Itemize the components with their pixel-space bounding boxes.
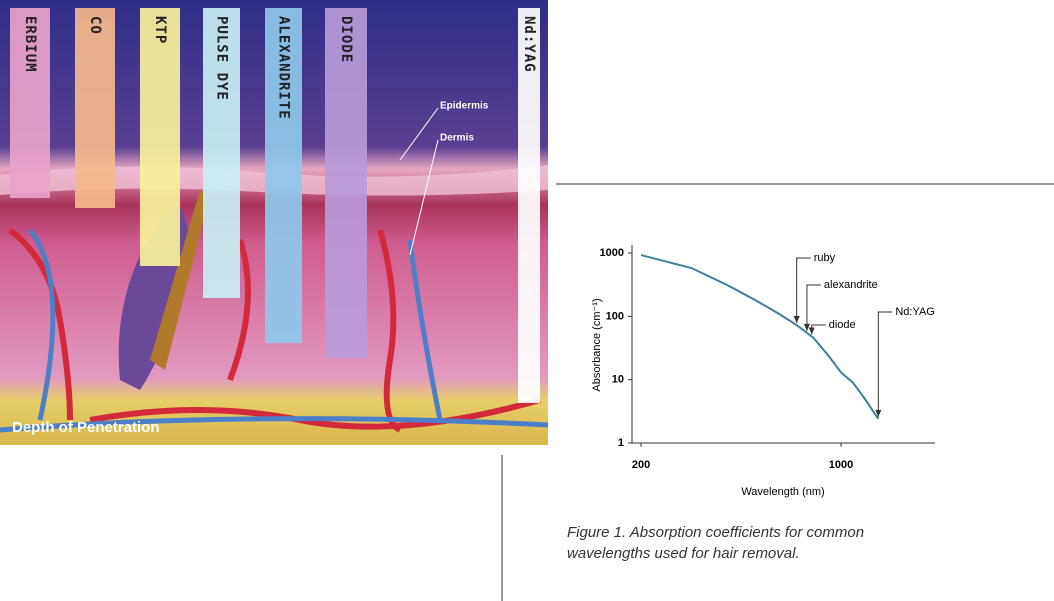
figure-caption: Figure 1. Absorption coefficients for co… xyxy=(567,524,864,541)
arrow-head xyxy=(803,323,810,331)
illustration-caption: Depth of Penetration xyxy=(12,419,160,436)
axis-line xyxy=(631,245,935,444)
annotation-label: ruby xyxy=(814,252,836,264)
y-axis-title: Absorbance (cm⁻¹) xyxy=(591,298,603,391)
figure-caption: wavelengths used for hair removal. xyxy=(567,545,800,562)
annotation-label: Nd:YAG xyxy=(895,306,935,318)
pointer-line xyxy=(399,107,439,161)
y-tick-label: 10 xyxy=(612,374,624,386)
arrow-head xyxy=(793,316,800,324)
chart: Wavelength (nm) Absorbance (cm⁻¹) 1 10 100… xyxy=(591,245,935,498)
laser-bar xyxy=(518,8,540,403)
y-tick-label: 100 xyxy=(606,310,624,322)
laser-label: PULSE DYE xyxy=(214,16,230,101)
x-tick-label: 200 xyxy=(632,459,650,471)
laser-label: CO xyxy=(87,16,103,35)
laser-label: ALEXANDRITE xyxy=(276,16,292,120)
y-tick-label: 1 xyxy=(618,437,624,449)
veins xyxy=(0,228,549,433)
illustration: ERBIUM CO KTP PULSE DYE ALEXANDRITE DIODE Nd:Y… xyxy=(0,0,549,445)
x-tick-label: 1000 xyxy=(829,459,853,471)
pointer-line xyxy=(409,139,439,256)
x-axis-title: Wavelength (nm) xyxy=(741,486,824,498)
y-tick-label: 1000 xyxy=(600,247,624,259)
annotation-arrow xyxy=(811,324,826,335)
arrow-head xyxy=(808,327,815,335)
layer-label: Dermis xyxy=(440,133,474,144)
annotation-arrow xyxy=(877,311,893,417)
hair-shaft xyxy=(150,190,210,370)
data-line xyxy=(640,254,880,420)
laser-label: KTP xyxy=(152,16,168,44)
annotation-label: diode xyxy=(829,319,856,331)
layer-label: Epidermis xyxy=(440,101,489,112)
laser-label: ERBIUM xyxy=(22,16,38,73)
laser-bar xyxy=(203,8,240,298)
annotation-label: alexandrite xyxy=(824,279,878,291)
laser-bar xyxy=(140,8,180,266)
arrow-head xyxy=(875,409,882,417)
laser-bar xyxy=(10,8,50,198)
annotation-arrow xyxy=(806,284,821,331)
laser-label: DIODE xyxy=(338,16,354,63)
laser-bar xyxy=(265,8,302,343)
laser-bar xyxy=(75,8,115,208)
annotation-arrow xyxy=(796,257,811,324)
laser-label: Nd:YAG xyxy=(521,16,537,73)
laser-bar xyxy=(325,8,367,358)
